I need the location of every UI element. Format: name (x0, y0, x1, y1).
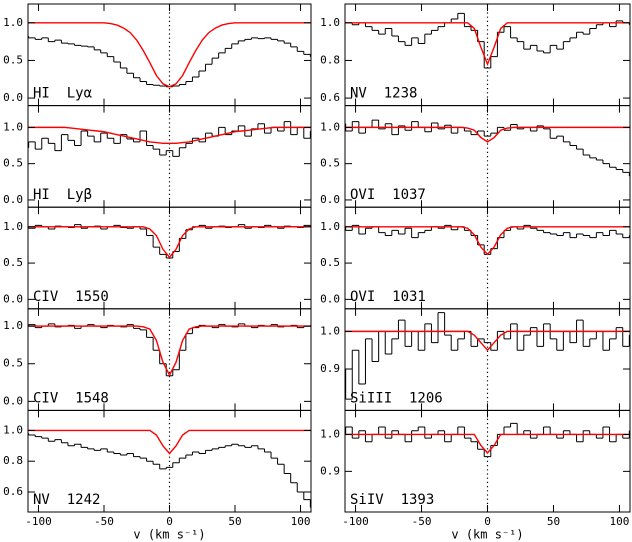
panel: 0.0 0.5 1.0 CIV 1548 (3, 308, 312, 411)
y-tick-label: 1.0 (3, 120, 23, 133)
panel-label: OVI 1031 (350, 289, 426, 305)
x-axis-label: v (km s⁻¹) (451, 528, 523, 542)
model-line (345, 330, 630, 352)
y-tick-label: 0.0 (3, 193, 23, 206)
panel-label: HI Lyα (33, 86, 93, 102)
y-tick-label: 0.6 (3, 485, 23, 498)
plot-area (28, 308, 311, 411)
y-tick-label: 1.0 (3, 423, 23, 436)
y-tick-label: 1.0 (320, 120, 340, 133)
x-tick-label: 0 (484, 515, 491, 528)
panel: 0.6 0.8 1.0 -100 -50 0 50 100 NV 1242 v (km s⁻¹) (3, 409, 312, 542)
y-tick-label: 0.5 (3, 256, 23, 269)
plot-area (28, 410, 311, 512)
panel: 0.0 0.5 1.0 CIV 1550 (3, 206, 312, 310)
model-line (345, 433, 630, 454)
model-line (28, 429, 311, 455)
panel-label: HI Lyβ (33, 187, 92, 203)
x-tick-label: -50 (94, 515, 114, 528)
y-tick-label: 0.0 (3, 394, 23, 407)
model-line (28, 325, 311, 377)
x-tick-label: 50 (547, 515, 560, 528)
y-tick-label: 0.9 (320, 464, 340, 477)
plot-area (345, 410, 630, 512)
y-tick-label: 0.8 (3, 454, 23, 467)
y-tick-label: 0.0 (3, 292, 23, 305)
plot-area (28, 207, 311, 309)
y-tick-label: 0.5 (320, 157, 340, 170)
y-tick-label: 1.0 (320, 220, 340, 233)
y-tick-label: 1.0 (3, 220, 23, 233)
x-tick-label: -100 (25, 515, 52, 528)
panel: 0.6 0.8 1.0 NV 1238 (320, 3, 631, 107)
x-tick-label: 100 (610, 515, 630, 528)
model-line (345, 226, 630, 256)
plot-area (28, 4, 311, 106)
panel: 0.9 1.0 SiIII 1206 (320, 308, 631, 411)
x-tick-label: 100 (291, 515, 311, 528)
y-tick-label: 0.5 (3, 53, 23, 66)
panel-label: NV 1238 (350, 86, 417, 102)
y-tick-label: 0.9 (320, 362, 340, 375)
x-tick-label: 50 (228, 515, 241, 528)
x-tick-label: 0 (166, 515, 173, 528)
panel-label: SiIV 1393 (350, 492, 434, 508)
x-axis-label: v (km s⁻¹) (133, 528, 205, 542)
x-tick-label: -100 (342, 515, 369, 528)
x-tick-label: -50 (412, 515, 432, 528)
panel-label: CIV 1550 (33, 289, 109, 305)
panel-label: NV 1242 (33, 492, 100, 508)
y-tick-label: 1.0 (320, 427, 340, 440)
panel-label: SiIII 1206 (350, 390, 443, 406)
model-line (28, 22, 311, 88)
panel-label: CIV 1548 (33, 390, 109, 406)
y-tick-label: 1.0 (3, 319, 23, 332)
plot-area (345, 105, 630, 208)
y-tick-label: 0.5 (320, 256, 340, 269)
y-tick-label: 0.0 (320, 193, 340, 206)
y-tick-label: 1.0 (320, 324, 340, 337)
y-tick-label: 0.5 (3, 157, 23, 170)
model-line (28, 226, 311, 259)
plot-area (345, 308, 630, 411)
y-tick-label: 0.8 (320, 53, 340, 66)
plot-area (28, 105, 311, 208)
panel: 0.0 0.5 1.0 HI Lyβ (3, 105, 312, 208)
model-line (28, 126, 311, 145)
panel: 0.0 0.5 1.0 OVI 1031 (320, 206, 631, 310)
model-line (345, 22, 630, 67)
panel: 0.0 0.5 1.0 OVI 1037 (320, 105, 631, 208)
panel: 0.9 1.0 -100 -50 0 50 100 SiIV 1393 v (km s⁻¹) (320, 409, 631, 542)
plot-area (345, 4, 630, 106)
panel-label: OVI 1037 (350, 187, 426, 203)
y-tick-label: 1.0 (320, 16, 340, 29)
y-tick-label: 1.0 (3, 16, 23, 29)
y-tick-label: 0.0 (3, 91, 23, 104)
plot-area (345, 207, 630, 309)
y-tick-label: 0.6 (320, 91, 340, 104)
model-line (345, 126, 630, 143)
y-tick-label: 0.5 (3, 357, 23, 370)
panel: 0.0 0.5 1.0 HI Lyα (3, 3, 312, 107)
y-tick-label: 0.0 (320, 292, 340, 305)
